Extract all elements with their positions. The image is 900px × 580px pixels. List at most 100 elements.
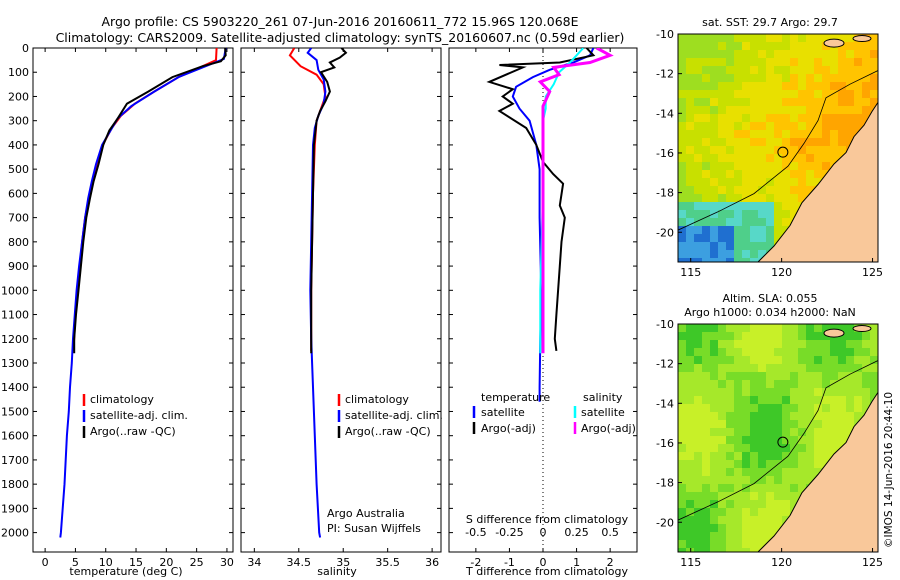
map-cell bbox=[846, 82, 854, 90]
map-cell bbox=[710, 50, 718, 58]
map-cell bbox=[806, 186, 814, 194]
map-cell bbox=[758, 250, 766, 258]
map-cell bbox=[750, 380, 758, 388]
map-cell bbox=[678, 138, 686, 146]
map-cell bbox=[694, 348, 702, 356]
map-cell bbox=[758, 484, 766, 492]
map-cell bbox=[702, 34, 710, 42]
map-cell bbox=[694, 210, 702, 218]
map-cell bbox=[742, 98, 750, 106]
map-cell bbox=[750, 436, 758, 444]
lat-tick-label: -14 bbox=[656, 397, 674, 410]
map-cell bbox=[726, 114, 734, 122]
map-cell bbox=[758, 508, 766, 516]
map-cell bbox=[718, 74, 726, 82]
map-cell bbox=[750, 162, 758, 170]
map-cell bbox=[830, 138, 838, 146]
map-cell bbox=[686, 460, 694, 468]
map-cell bbox=[686, 74, 694, 82]
map-cell bbox=[838, 348, 846, 356]
map-cell bbox=[774, 106, 782, 114]
map-cell bbox=[686, 58, 694, 66]
map-cell bbox=[686, 412, 694, 420]
map-cell bbox=[686, 66, 694, 74]
map-cell bbox=[854, 42, 862, 50]
map-cell bbox=[734, 492, 742, 500]
map-cell bbox=[710, 356, 718, 364]
map-cell bbox=[782, 82, 790, 90]
map-cell bbox=[814, 436, 822, 444]
map-cell bbox=[862, 396, 870, 404]
sla-map-title-line-1: Altim. SLA: 0.055 bbox=[722, 292, 817, 305]
map-cell bbox=[734, 412, 742, 420]
x-tick-label: -2 bbox=[470, 556, 481, 569]
map-cell bbox=[766, 380, 774, 388]
map-cell bbox=[726, 332, 734, 340]
map-cell bbox=[766, 388, 774, 396]
map-cell bbox=[758, 356, 766, 364]
map-cell bbox=[806, 460, 814, 468]
map-cell bbox=[846, 420, 854, 428]
y-tick-label: 300 bbox=[8, 115, 29, 128]
map-cell bbox=[766, 98, 774, 106]
map-cell bbox=[790, 170, 798, 178]
map-cell bbox=[726, 460, 734, 468]
map-cell bbox=[790, 364, 798, 372]
map-cell bbox=[742, 388, 750, 396]
map-cell bbox=[766, 516, 774, 524]
map-cell bbox=[766, 524, 774, 532]
map-cell bbox=[742, 154, 750, 162]
map-cell bbox=[718, 396, 726, 404]
lon-tick-label: 125 bbox=[862, 556, 883, 569]
map-cell bbox=[782, 74, 790, 82]
map-cell bbox=[854, 74, 862, 82]
map-cell bbox=[782, 412, 790, 420]
map-cell bbox=[782, 372, 790, 380]
map-cell bbox=[774, 194, 782, 202]
map-cell bbox=[838, 114, 846, 122]
map-cell bbox=[750, 34, 758, 42]
map-cell bbox=[790, 396, 798, 404]
map-cell bbox=[678, 396, 686, 404]
map-cell bbox=[710, 476, 718, 484]
map-cell bbox=[678, 540, 686, 548]
map-cell bbox=[750, 146, 758, 154]
island bbox=[852, 35, 872, 43]
map-cell bbox=[694, 332, 702, 340]
map-cell bbox=[718, 82, 726, 90]
map-cell bbox=[678, 348, 686, 356]
map-cell bbox=[726, 356, 734, 364]
map-cell bbox=[734, 428, 742, 436]
map-cell bbox=[814, 146, 822, 154]
map-cell bbox=[726, 82, 734, 90]
map-cell bbox=[750, 340, 758, 348]
x-tick-label: 25 bbox=[190, 556, 204, 569]
map-cell bbox=[766, 194, 774, 202]
map-cell bbox=[750, 250, 758, 258]
map-cell bbox=[774, 114, 782, 122]
legend-climatology: climatology bbox=[90, 393, 154, 406]
map-cell bbox=[678, 364, 686, 372]
map-cell bbox=[726, 548, 734, 552]
map-cell bbox=[742, 396, 750, 404]
map-cell bbox=[798, 162, 806, 170]
map-cell bbox=[766, 428, 774, 436]
map-cell bbox=[830, 324, 838, 332]
map-cell bbox=[678, 202, 686, 210]
map-field bbox=[678, 34, 878, 262]
map-cell bbox=[822, 364, 830, 372]
map-cell bbox=[734, 66, 742, 74]
x-tick-label: 1 bbox=[573, 556, 580, 569]
map-cell bbox=[806, 468, 814, 476]
map-cell bbox=[726, 412, 734, 420]
map-cell bbox=[774, 138, 782, 146]
map-cell bbox=[750, 122, 758, 130]
map-cell bbox=[750, 186, 758, 194]
map-cell bbox=[742, 218, 750, 226]
map-cell bbox=[758, 468, 766, 476]
map-cell bbox=[798, 460, 806, 468]
map-cell bbox=[838, 90, 846, 98]
map-cell bbox=[846, 66, 854, 74]
x-tick-label: 35 bbox=[336, 556, 350, 569]
map-cell bbox=[870, 364, 878, 372]
